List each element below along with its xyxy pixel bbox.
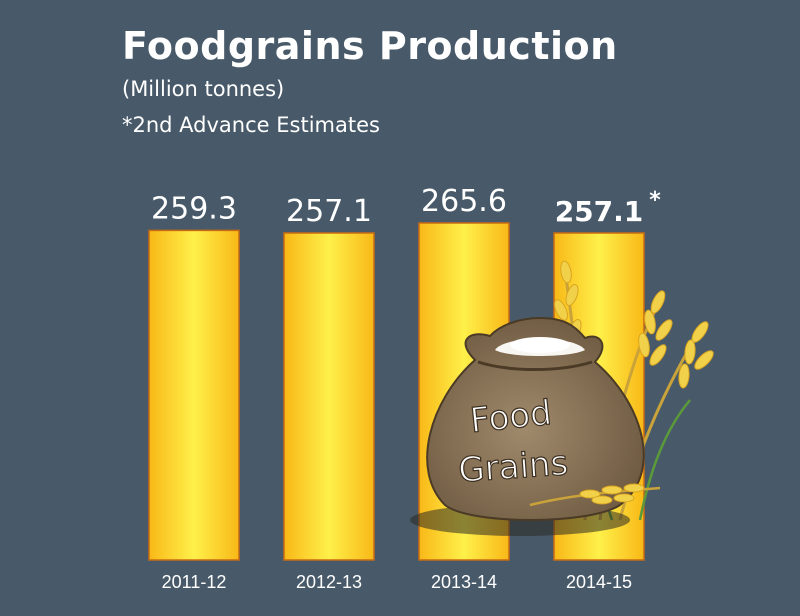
value-label-2013-14: 265.6 [421,184,507,219]
value-label-2014-15: 257.1 [555,195,644,228]
grain-spike-icon [529,483,661,507]
grain-sack-icon [426,316,645,521]
category-label-2011-12: 2011-12 [162,572,227,592]
category-label-2013-14: 2013-14 [431,572,497,592]
value-label-2012-13: 257.1 [286,194,372,229]
chart-subtitle: (Million tonnes) [122,77,285,101]
category-label-2014-15: 2014-15 [566,572,632,592]
estimate-note: *2nd Advance Estimates [122,113,380,137]
food-grains-illustration: Food Grains [410,260,714,536]
category-label-2012-13: 2012-13 [296,572,362,592]
bag-text-grains: Grains [457,443,569,491]
estimate-asterisk: * [649,188,661,213]
bar-2012-13 [283,232,375,561]
value-label-2011-12: 259.3 [151,191,237,226]
bar-2011-12 [148,229,240,561]
bag-text-food: Food [468,393,553,441]
chart-title: Foodgrains Production [122,24,618,68]
